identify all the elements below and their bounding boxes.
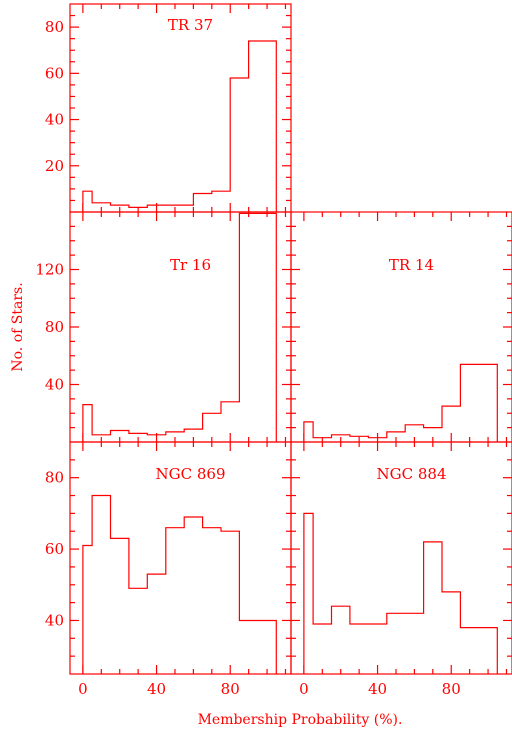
y-tick-label: 80 [45, 469, 64, 487]
panel-frame [69, 211, 292, 443]
y-tick-label: 40 [45, 111, 64, 129]
y-tick-label: 40 [45, 611, 64, 629]
panels-layer: 20 40 60 80 TR 37 40 80 120 Tr 16 TR 14 40 60 80 0 40 8… [35, 3, 512, 698]
histogram-series [82, 494, 277, 674]
panel-title: TR 37 [168, 16, 213, 34]
x-tick-label: 40 [147, 680, 166, 698]
panel-frame [69, 3, 292, 213]
x-tick-label: 80 [442, 680, 461, 698]
panel-ngc884: 0 40 80 NGC 884 [290, 441, 512, 698]
x-tick-label: 80 [221, 680, 240, 698]
histogram-series [82, 40, 277, 212]
y-tick-label: 80 [45, 318, 64, 336]
histogram-series [82, 212, 277, 442]
histogram-series [303, 512, 498, 674]
x-tick-label: 40 [368, 680, 387, 698]
y-tick-label: 120 [35, 261, 64, 279]
y-axis-title: No. of Stars. [10, 282, 26, 371]
panel-frame [290, 441, 512, 675]
panel-title: Tr 16 [170, 256, 211, 274]
y-tick-label: 60 [45, 540, 64, 558]
panel-title: TR 14 [389, 256, 434, 274]
panel-tr37: 20 40 60 80 TR 37 [45, 3, 292, 213]
y-tick-label: 60 [45, 64, 64, 82]
panel-title: NGC 869 [156, 465, 226, 483]
panel-frame [290, 211, 512, 443]
panel-tr16: 40 80 120 Tr 16 [35, 211, 292, 443]
panel-tr14: TR 14 [290, 211, 512, 443]
x-axis-title: Membership Probability (%). [198, 712, 403, 728]
panel-ngc869: 40 60 80 0 40 80 NGC 869 [45, 441, 292, 698]
y-tick-label: 40 [45, 376, 64, 394]
y-tick-label: 80 [45, 18, 64, 36]
panel-title: NGC 884 [377, 465, 447, 483]
x-tick-label: 0 [78, 680, 88, 698]
histogram-series [303, 363, 498, 442]
x-tick-label: 0 [299, 680, 309, 698]
y-tick-label: 20 [45, 157, 64, 175]
